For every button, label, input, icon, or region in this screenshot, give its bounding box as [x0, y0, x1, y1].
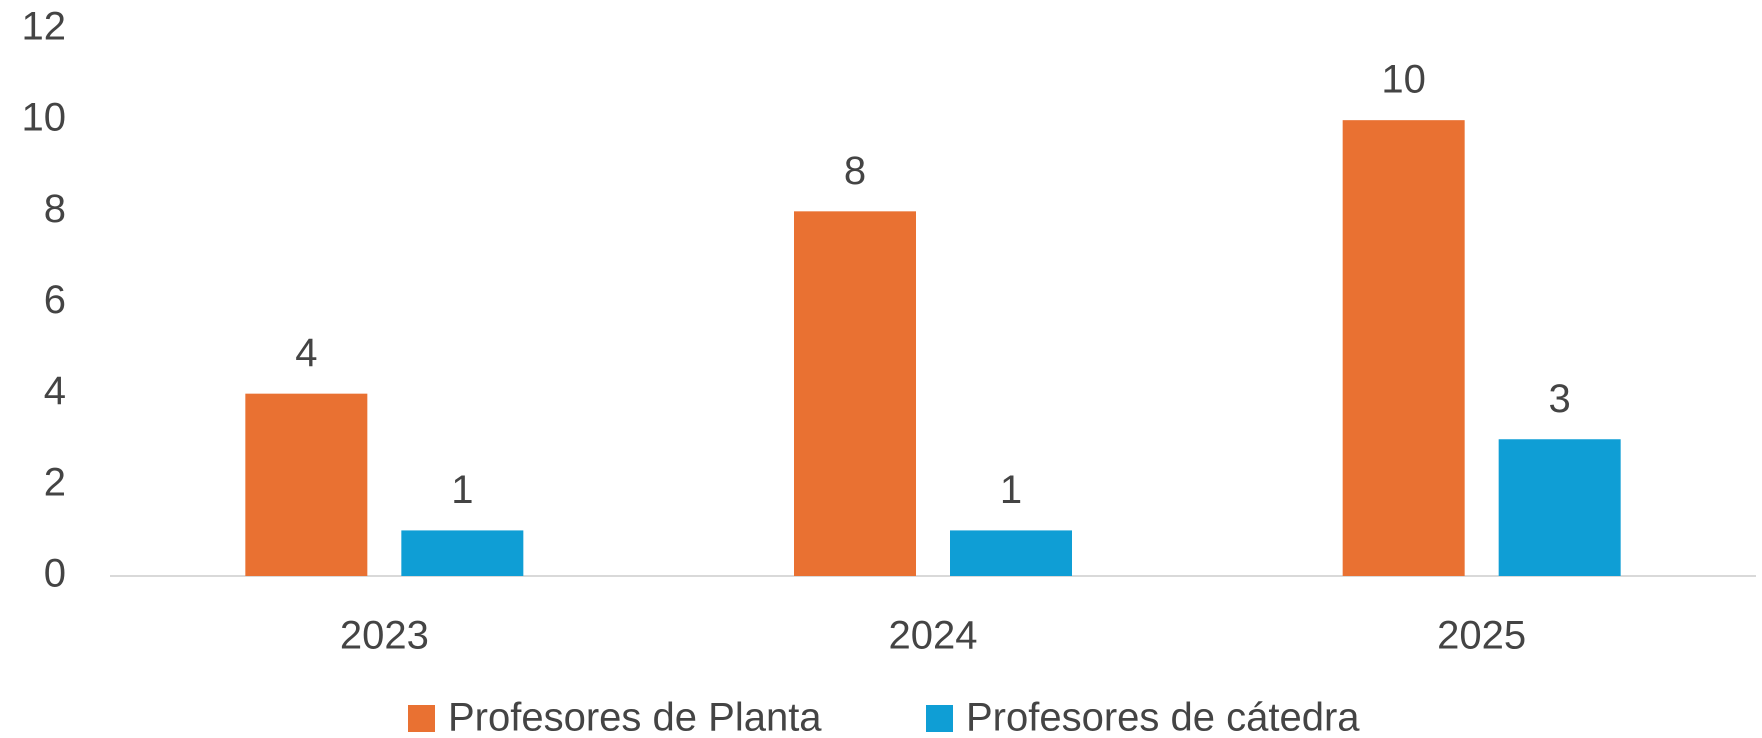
legend-label: Profesores de Planta	[448, 696, 822, 738]
y-tick-label: 6	[44, 278, 66, 322]
data-label: 3	[1549, 377, 1571, 421]
data-label: 1	[1000, 468, 1022, 512]
y-tick-label: 4	[44, 369, 66, 413]
data-label: 1	[451, 468, 473, 512]
bar	[1498, 439, 1621, 576]
x-tick-label: 2024	[889, 614, 978, 658]
bar	[794, 211, 916, 577]
y-tick-label: 0	[44, 552, 66, 596]
bar	[1342, 120, 1465, 577]
legend-label: Profesores de cátedra	[966, 696, 1360, 738]
y-tick-label: 10	[22, 96, 67, 140]
data-label: 8	[844, 149, 866, 193]
y-tick-label: 2	[44, 460, 66, 504]
legend-swatch	[408, 705, 435, 732]
bar	[245, 393, 368, 576]
data-label: 4	[295, 331, 317, 375]
y-tick-label: 8	[44, 187, 66, 231]
data-label: 10	[1381, 58, 1426, 102]
legend-swatch	[926, 705, 953, 732]
bar	[950, 530, 1072, 576]
y-tick-label: 12	[22, 5, 67, 49]
x-tick-label: 2025	[1437, 614, 1526, 658]
bar	[401, 530, 524, 576]
x-tick-label: 2023	[340, 614, 429, 658]
